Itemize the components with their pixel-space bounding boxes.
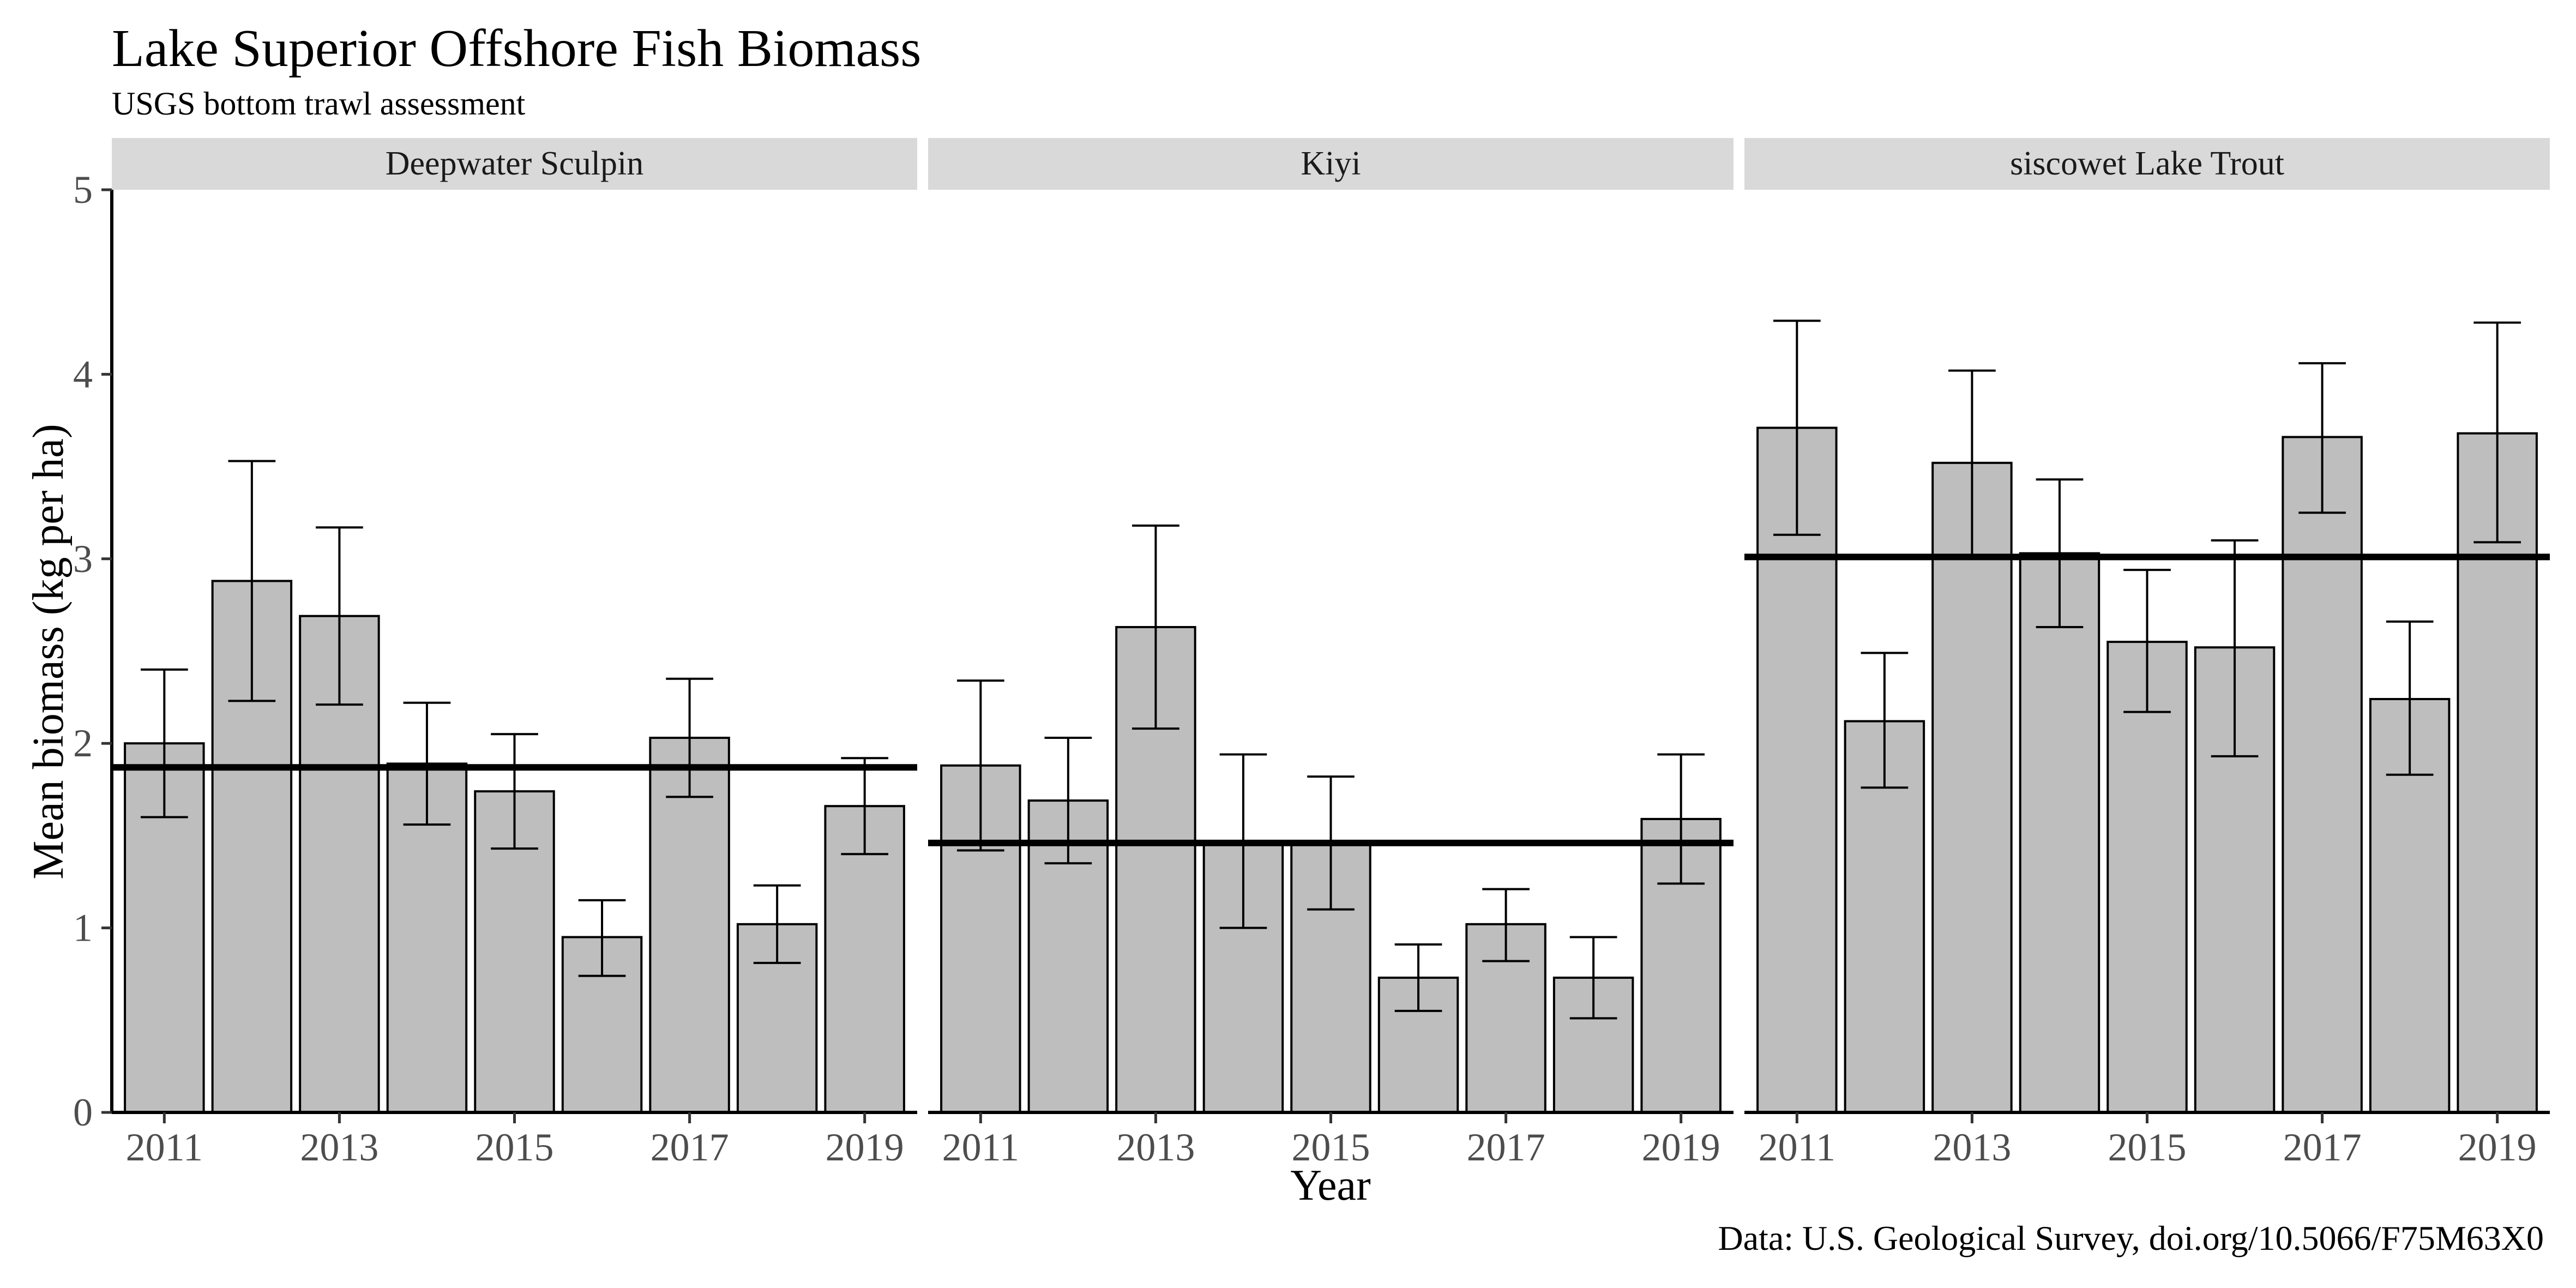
x-tick-label: 2013 [1933,1126,2011,1169]
x-tick-label: 2011 [126,1126,203,1169]
y-axis-title: Mean biomass (kg per ha) [25,424,73,879]
y-tick-label: 4 [73,352,93,396]
x-tick-label: 2017 [1467,1126,1545,1169]
x-tick-label: 2015 [476,1126,554,1169]
chart-title: Lake Superior Offshore Fish Biomass [112,19,921,78]
x-tick-label: 2015 [2108,1126,2187,1169]
bar [124,742,205,1114]
facet-panel-deepwater-sculpin: Deepwater Sculpin 2011 2013 2015 2017 2019 [112,138,917,1169]
facet-strip [112,138,917,190]
y-tick-label: 0 [73,1091,93,1134]
facet-panel-siscowet-lake-trout: siscowet Lake Trout 2011 2013 2015 2017 2019 [1744,138,2550,1169]
bar [649,737,730,1114]
x-tick-label: 2015 [1292,1126,1370,1169]
bar [1931,461,2013,1114]
facet-strip-label: Deepwater Sculpin [386,145,643,182]
y-tick-label: 3 [73,537,93,581]
bar [2019,552,2100,1114]
y-tick-label: 1 [73,906,93,950]
x-tick-label: 2017 [2283,1126,2362,1169]
x-axis-title: Year [1290,1161,1370,1209]
x-tick-label: 2019 [1642,1126,1720,1169]
facet-strip-label: siscowet Lake Trout [2010,145,2284,182]
x-tick-label: 2017 [651,1126,729,1169]
facet-panel-kiyi: Kiyi 2011 2013 2015 2017 2019 [928,138,1734,1169]
chart-subtitle: USGS bottom trawl assessment [112,86,526,122]
y-tick-label: 2 [73,721,93,765]
x-tick-label: 2011 [1759,1126,1835,1169]
facet-strip [1744,138,2550,190]
x-tick-label: 2013 [300,1126,378,1169]
x-tick-label: 2019 [2458,1126,2537,1169]
plot-layer: 0 1 2 3 4 5 Deepwater Sculpin 2011 2013 2015 2017 2… [73,138,2550,1169]
x-tick-label: 2011 [942,1126,1019,1169]
facet-strip-label: Kiyi [1301,145,1361,182]
x-tick-label: 2019 [826,1126,904,1169]
y-tick-label: 5 [73,168,93,212]
bar [2282,436,2363,1114]
x-tick-label: 2013 [1116,1126,1195,1169]
data-source-caption: Data: U.S. Geological Survey, doi.org/10… [1718,1219,2544,1257]
bar [824,805,905,1114]
facet-strip [928,138,1734,190]
